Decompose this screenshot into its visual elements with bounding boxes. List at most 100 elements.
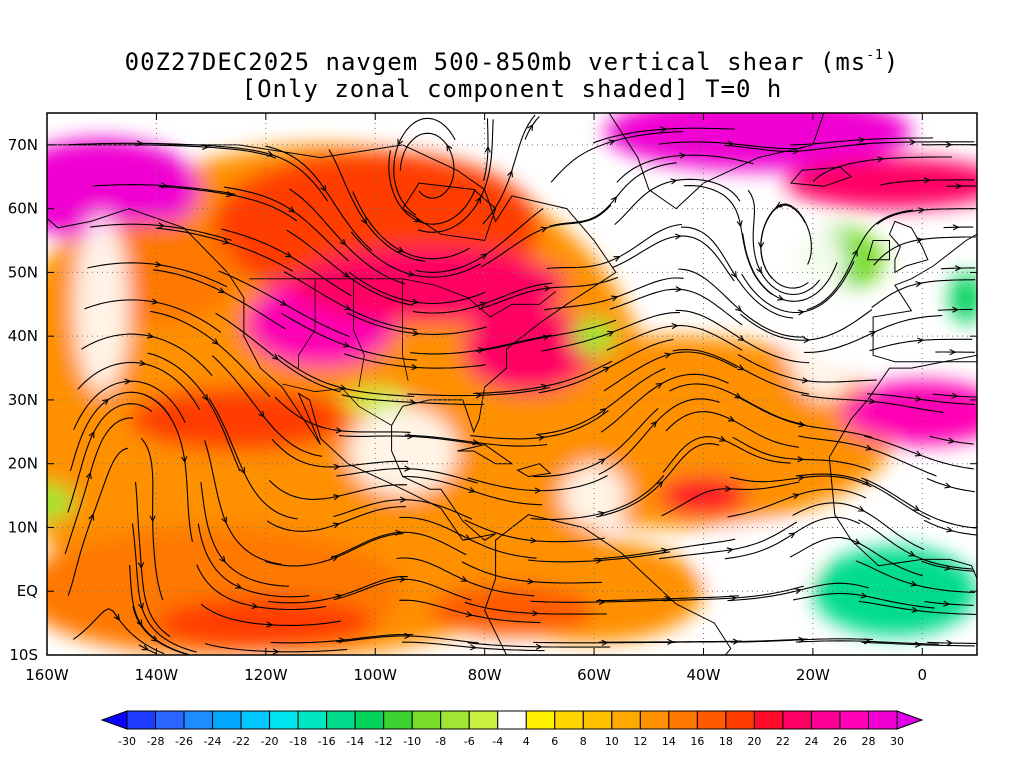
- streamline: [134, 144, 277, 159]
- streamline: [144, 394, 193, 542]
- stream-arrow: [161, 182, 169, 189]
- map-title-line1: 00Z27DEC2025 navgem 500-850mb vertical s…: [0, 48, 1024, 76]
- stream-arrow: [757, 241, 765, 249]
- streamline: [348, 271, 486, 304]
- streamline: [269, 480, 408, 500]
- stream-arrow: [852, 249, 858, 257]
- streamline: [328, 149, 426, 262]
- streamline: [550, 131, 683, 183]
- stream-arrow: [725, 485, 732, 492]
- colorbar-label: -6: [464, 735, 475, 748]
- streamline: [598, 398, 720, 475]
- streamline: [461, 561, 603, 584]
- streamline: [606, 325, 743, 351]
- stream-arrow: [602, 366, 611, 373]
- streamline: [158, 186, 298, 222]
- lat-tick-label: 30N: [8, 391, 38, 409]
- colorbar-label: -22: [232, 735, 250, 748]
- stream-arrow: [399, 576, 407, 583]
- stream-arrow: [413, 216, 421, 223]
- stream-arrow: [158, 222, 166, 229]
- stream-arrow: [595, 557, 603, 564]
- axis-ticks: [46, 113, 977, 656]
- title-prefix: 00Z27DEC2025 navgem 500-850mb vertical s…: [124, 48, 867, 76]
- lat-tick-label: EQ: [17, 582, 38, 600]
- colorbar-box: [383, 710, 413, 730]
- stream-arrow: [944, 564, 952, 571]
- stream-arrow: [865, 444, 873, 451]
- streamline: [798, 435, 937, 477]
- lat-tick-label: 10N: [8, 518, 38, 536]
- streamline: [412, 282, 553, 314]
- streamline: [683, 185, 773, 296]
- stream-arrow: [734, 392, 742, 399]
- colorbar-box: [440, 710, 470, 730]
- streamline: [662, 436, 791, 473]
- stream-arrow: [102, 398, 110, 406]
- stream-arrow: [732, 638, 740, 645]
- streamline: [724, 143, 868, 152]
- streamline: [727, 582, 869, 602]
- shear-map: 160W 140W 120W 100W 80W 60W 40W 20W 0 70N 60N 50N 4…: [8, 112, 978, 684]
- streamline: [87, 262, 228, 288]
- streamline: [333, 578, 472, 601]
- streamline: [352, 191, 471, 260]
- stream-arrow: [853, 538, 861, 545]
- stream-arrow: [266, 621, 274, 628]
- stream-arrow: [397, 138, 404, 147]
- stream-arrow: [655, 382, 663, 389]
- stream-arrow: [613, 256, 621, 262]
- stream-arrow: [507, 170, 514, 178]
- stream-arrow: [650, 420, 658, 428]
- streamline: [616, 154, 754, 183]
- streamline: [286, 229, 413, 306]
- streamline: [741, 261, 855, 314]
- stream-arrow: [333, 494, 341, 501]
- streamline: [271, 438, 409, 468]
- stream-arrow: [611, 295, 619, 302]
- streamline: [672, 349, 809, 395]
- stream-arrow: [399, 496, 407, 503]
- streamline: [265, 145, 373, 251]
- streamline: [90, 223, 232, 241]
- streamline: [200, 482, 289, 587]
- colorbar-box: [554, 710, 584, 730]
- stream-arrow: [136, 619, 143, 627]
- streamline: [140, 437, 164, 601]
- stream-arrow: [599, 408, 607, 415]
- streamline: [153, 269, 286, 330]
- streamline: [541, 312, 680, 352]
- stream-arrow: [344, 304, 352, 311]
- streamline: [921, 560, 975, 572]
- stream-arrow: [280, 299, 288, 306]
- stream-arrow: [798, 636, 806, 643]
- stream-arrow: [954, 265, 962, 272]
- streamline: [464, 519, 605, 543]
- stream-arrow: [792, 148, 800, 155]
- streamline: [267, 575, 408, 604]
- stream-arrow: [798, 421, 806, 428]
- stream-arrow: [918, 207, 926, 214]
- stream-arrow: [729, 595, 737, 602]
- streamline: [681, 226, 794, 319]
- streamline: [475, 319, 617, 352]
- streamline: [730, 638, 874, 643]
- stream-arrow: [271, 353, 279, 361]
- stream-arrow: [610, 196, 618, 204]
- streamline: [546, 223, 683, 270]
- latitude-labels: 70N 60N 50N 40N 30N 20N 10N EQ 10S: [8, 136, 38, 664]
- stream-arrow: [794, 588, 802, 595]
- stream-arrow: [527, 578, 535, 585]
- colorbar-box: [782, 710, 812, 730]
- streamline: [68, 142, 212, 147]
- stream-arrow: [916, 237, 924, 244]
- lon-tick-label: 20W: [796, 666, 830, 684]
- streamline: [467, 475, 608, 492]
- stream-arrow: [674, 233, 682, 240]
- stream-arrow: [235, 583, 243, 589]
- streamline: [92, 184, 236, 195]
- stream-arrow: [914, 450, 923, 457]
- stream-arrow: [407, 433, 415, 440]
- streamline: [266, 506, 406, 532]
- colorbar-box: [240, 710, 271, 730]
